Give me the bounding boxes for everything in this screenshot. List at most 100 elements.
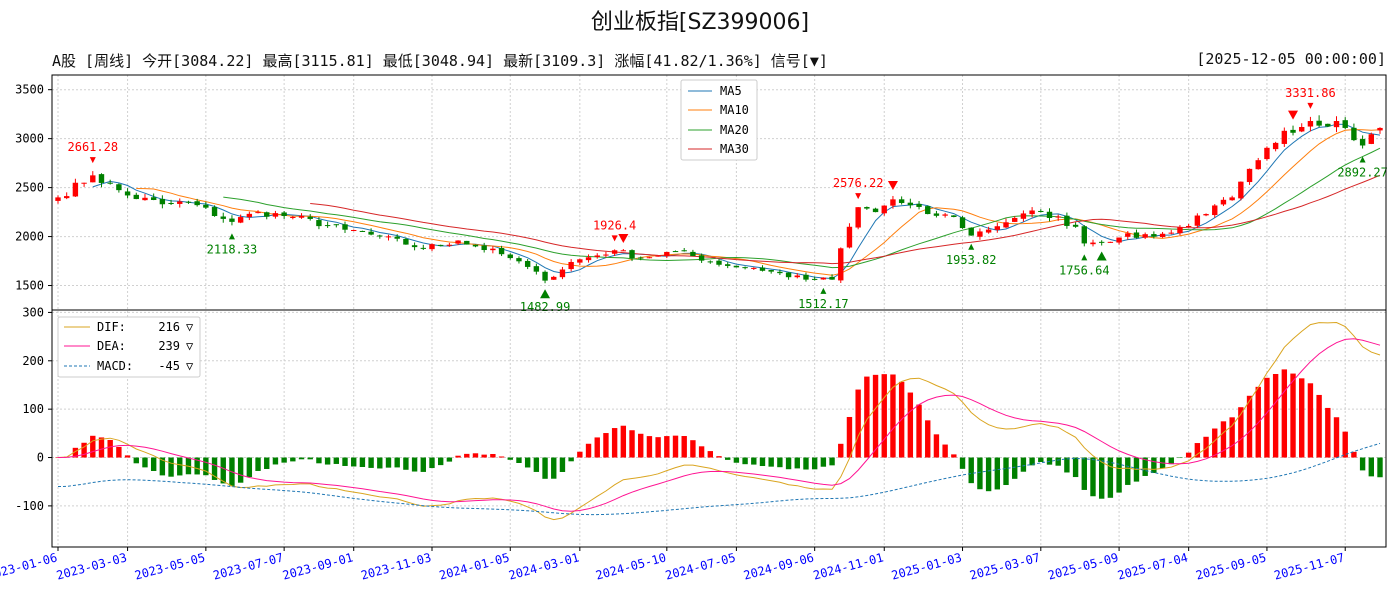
price-tick-label: 2000 xyxy=(15,230,44,244)
candle-body xyxy=(664,251,670,256)
macd-bar xyxy=(942,444,948,458)
x-tick-label: 2024-11-01 xyxy=(812,550,885,582)
macd-bar xyxy=(1212,428,1218,458)
low-label: 1482.99 xyxy=(520,300,571,314)
candle-body xyxy=(1090,242,1096,245)
candle-body xyxy=(1316,120,1322,126)
candle-body xyxy=(707,261,713,263)
dea-line xyxy=(57,338,1381,512)
high-label: 1926.4 xyxy=(593,218,636,232)
macd-bar xyxy=(1081,457,1087,490)
low-marker-icon xyxy=(1081,254,1088,261)
candle-body xyxy=(211,207,218,217)
price-tick-label: 2500 xyxy=(15,181,44,195)
moving-average-lines xyxy=(92,123,1381,280)
macd-bar xyxy=(290,457,296,462)
candle-body xyxy=(1307,121,1314,127)
candle-body xyxy=(1299,126,1305,132)
macd-bar xyxy=(951,454,957,458)
ma30-line xyxy=(310,174,1381,265)
candle-body xyxy=(229,218,235,222)
high-label: 2576.22 xyxy=(833,176,884,190)
candle-body xyxy=(403,238,409,245)
candle-body xyxy=(90,175,96,183)
macd-bar xyxy=(455,455,461,458)
candle-body xyxy=(785,272,792,278)
legend-macd-label: MACD: xyxy=(97,359,133,373)
macd-bar xyxy=(481,454,487,458)
candle-body xyxy=(629,250,635,259)
macd-bar xyxy=(168,457,174,477)
macd-bar xyxy=(1038,457,1044,463)
candle-body xyxy=(898,199,905,203)
candle-body xyxy=(1212,205,1218,216)
candle-body xyxy=(1333,121,1340,128)
candle-body xyxy=(1351,127,1357,141)
candle-body xyxy=(559,269,566,278)
candle-body xyxy=(994,226,1001,230)
candle-body xyxy=(1342,120,1348,128)
candle-body xyxy=(1377,127,1383,131)
low-label: 2892.27 xyxy=(1337,166,1388,180)
x-tick-label: 2023-07-07 xyxy=(211,550,284,582)
macd-bar xyxy=(368,457,374,468)
macd-bar xyxy=(672,435,679,458)
macd-bar xyxy=(1220,421,1227,458)
macd-bar xyxy=(1107,457,1114,498)
candle-body xyxy=(255,212,261,214)
candle-body xyxy=(116,184,122,191)
candle-body xyxy=(394,236,400,239)
candle-body xyxy=(1142,234,1148,238)
macd-bar xyxy=(1203,436,1209,458)
macd-bar xyxy=(959,457,966,469)
macd-bar xyxy=(985,457,992,492)
candle-body xyxy=(916,203,922,207)
macd-bar xyxy=(664,436,670,458)
legend-ma20: MA20 xyxy=(720,123,749,137)
candle-body xyxy=(759,267,766,271)
macd-bar xyxy=(838,443,844,458)
candle-body xyxy=(437,244,444,246)
candle-body xyxy=(855,207,861,228)
candle-body xyxy=(168,203,174,205)
candle-body xyxy=(455,240,461,244)
candles xyxy=(55,115,1383,284)
macd-bar xyxy=(498,456,505,458)
candle-body xyxy=(681,250,687,252)
candle-body xyxy=(1246,168,1253,183)
macd-bar xyxy=(385,457,392,468)
macd-bar xyxy=(472,453,479,458)
candle-body xyxy=(951,215,957,217)
candle-body xyxy=(133,194,139,200)
x-tick-label: 2023-11-03 xyxy=(359,550,432,582)
macd-bar xyxy=(1342,431,1348,458)
macd-bar xyxy=(255,457,261,471)
x-tick-label: 2024-01-05 xyxy=(438,550,511,582)
macd-bar xyxy=(81,442,87,458)
candle-body xyxy=(603,254,609,256)
macd-bar xyxy=(994,457,1001,490)
macd-bar xyxy=(855,389,861,458)
price-tick-label: 3000 xyxy=(15,132,44,146)
x-tick-label: 2025-09-05 xyxy=(1194,550,1267,582)
macd-bar xyxy=(568,457,574,462)
high-label: 2661.28 xyxy=(68,140,119,154)
macd-bar xyxy=(1012,457,1018,479)
candle-body xyxy=(411,245,418,248)
macd-bar xyxy=(1264,377,1270,458)
macd-bar xyxy=(116,446,122,458)
x-tick-label: 2024-09-06 xyxy=(742,550,815,582)
macd-bar xyxy=(846,416,853,458)
main-legend: MA5 MA10 MA20 MA30 xyxy=(680,79,758,161)
candle-body xyxy=(1168,232,1174,234)
macd-bar xyxy=(246,457,253,478)
macd-bar xyxy=(237,457,244,483)
sell-signal-icon xyxy=(618,234,629,244)
x-tick-label: 2025-11-07 xyxy=(1273,550,1346,582)
macd-bar xyxy=(1194,443,1201,458)
macd-bar xyxy=(124,455,131,458)
candle-body xyxy=(124,191,131,196)
macd-bar xyxy=(698,446,705,458)
macd-legend: DIF: 216 ▽ DEA: 239 ▽ MACD: -45 ▽ xyxy=(57,316,201,378)
candle-body xyxy=(298,215,305,218)
